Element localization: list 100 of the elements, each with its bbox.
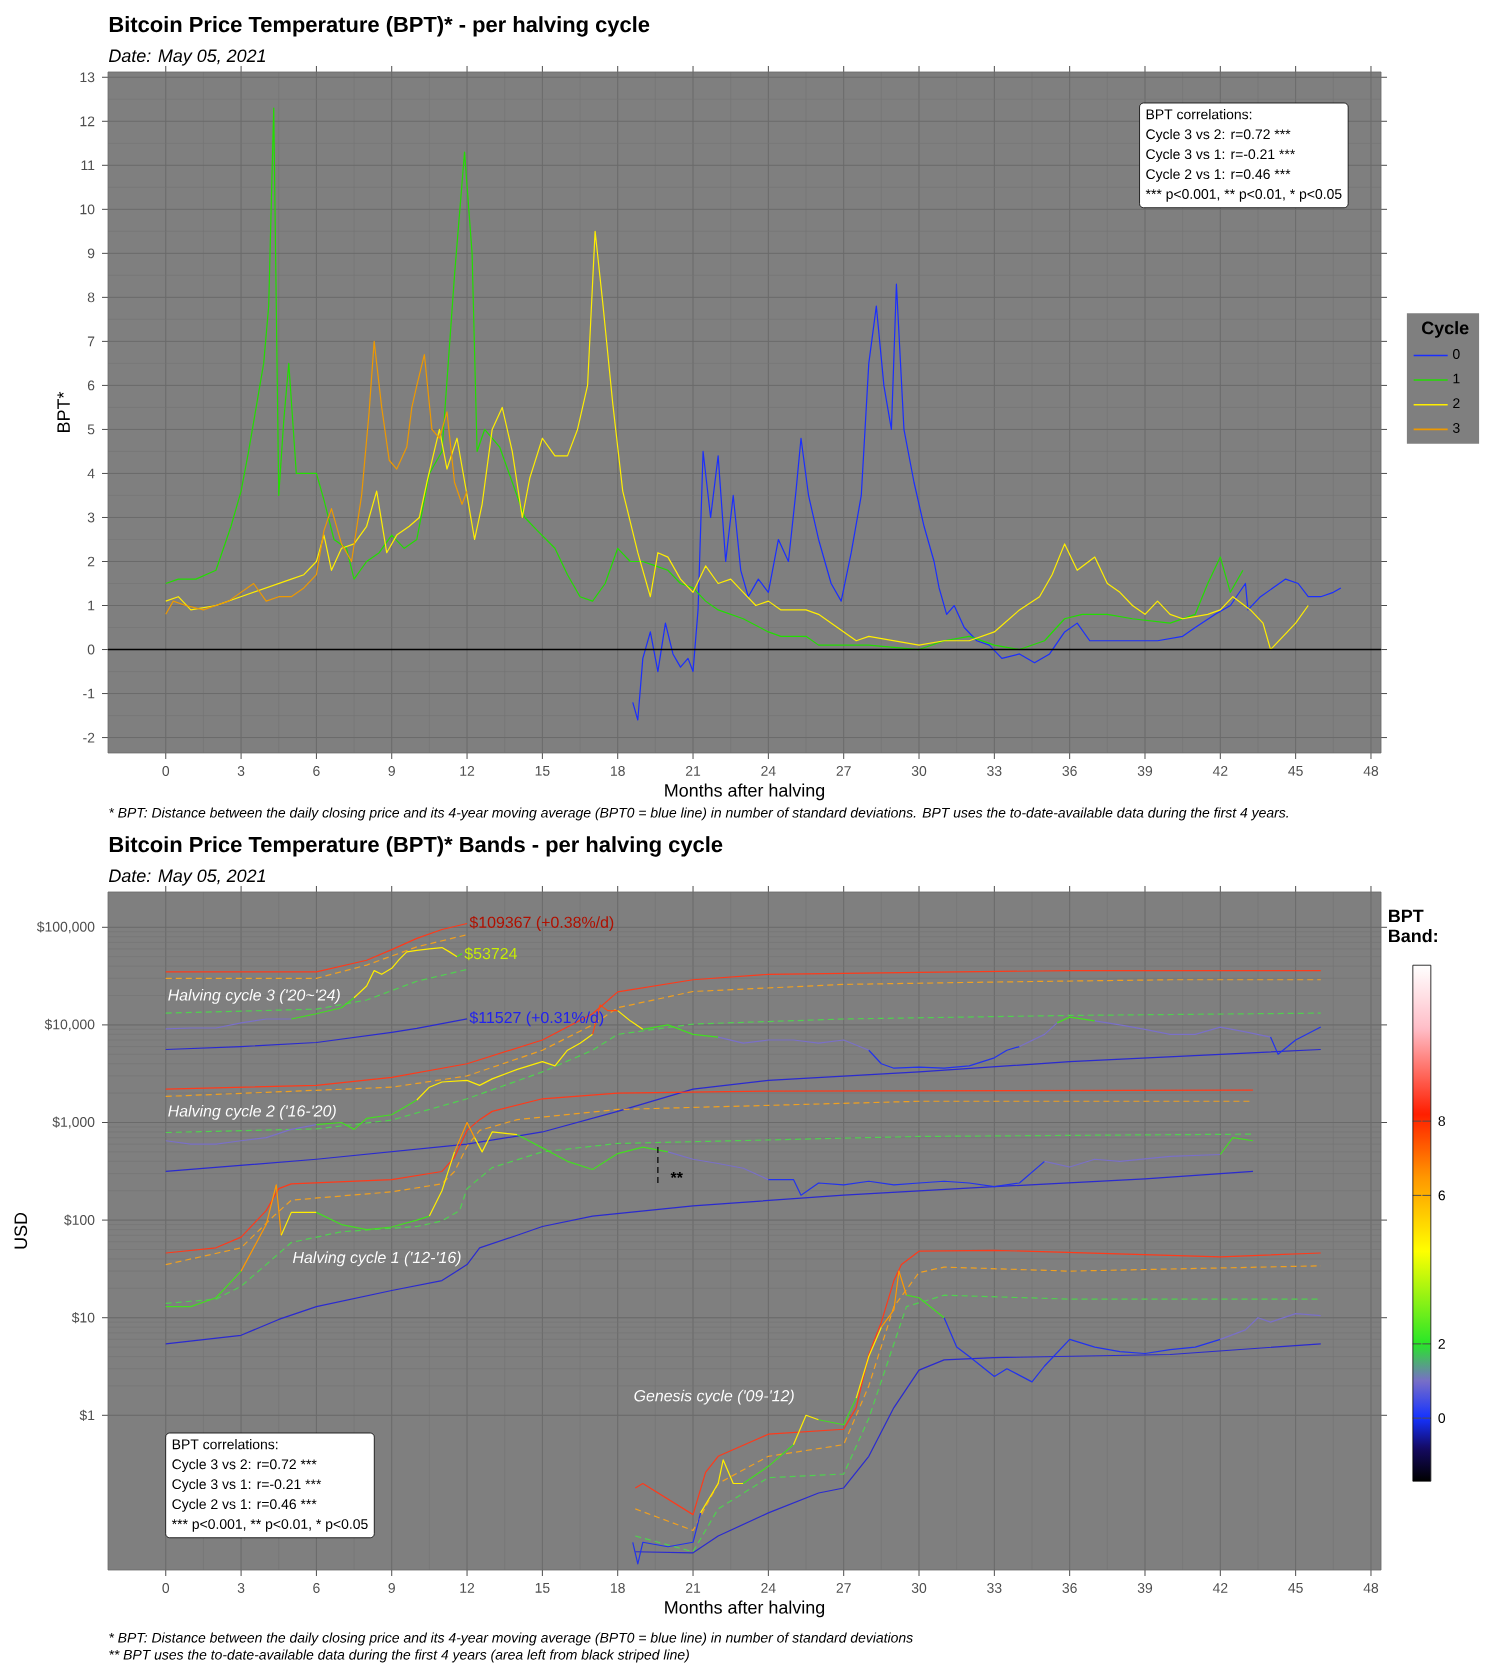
y-tick-label: 12	[80, 116, 95, 127]
x-tick-label: 27	[836, 1583, 851, 1593]
x-tick-label: 6	[313, 1583, 320, 1593]
line-series	[667, 1151, 769, 1181]
y-tick-label: -2	[83, 732, 95, 743]
line-series	[1094, 1020, 1272, 1038]
y-tick-label: 8	[87, 292, 95, 303]
line-series	[868, 1045, 1021, 1069]
x-tick-label: 45	[1288, 766, 1303, 776]
annotation: **	[670, 1171, 683, 1178]
text: ** BPT uses the to-date-available data during the first 4 years (area left from black striped line)	[109, 1649, 689, 1663]
line-series	[943, 1317, 1221, 1383]
line-series	[240, 1184, 282, 1272]
line-series	[165, 1124, 318, 1145]
line-series	[165, 1170, 1254, 1345]
x-tick-label: 18	[611, 1583, 625, 1593]
color-bar-label: 8	[1438, 1116, 1446, 1127]
x-tick-label: 12	[460, 766, 475, 776]
text: * BPT: Distance between the daily closing price and its 4-year moving average (BPT0 = blue line) in number of standard deviations	[109, 1632, 913, 1646]
line-series	[634, 1343, 1322, 1554]
x-tick-label: 21	[685, 1583, 701, 1593]
legend-label: 0	[1452, 349, 1460, 359]
x-tick-label: 0	[162, 1583, 170, 1593]
y-tick-label: -1	[83, 688, 95, 699]
chart-subtitle: Date: May 05, 2021	[108, 49, 266, 66]
x-tick-label: 45	[1288, 1583, 1303, 1593]
legend-label: 1	[1453, 373, 1460, 384]
y-tick-label: 10	[80, 204, 95, 215]
annotation: Halving cycle 2 ('16-'20)	[168, 1104, 336, 1120]
annotation: Halving cycle 3 ('20~'24)	[168, 988, 340, 1004]
y-tick-label: 13	[80, 72, 95, 83]
chart-subtitle: Date: May 05, 2021	[108, 869, 266, 886]
annotation: Cycle 3 vs 1: r=-0.21 ***	[172, 1478, 322, 1492]
annotation: Genesis cycle ('09-'12)	[634, 1389, 794, 1405]
x-tick-label: 6	[313, 766, 320, 776]
line-series	[353, 946, 458, 999]
y-tick-label: 6	[87, 380, 95, 391]
annotation: Cycle 3 vs 1: r=-0.21 ***	[1146, 148, 1296, 162]
line-series	[632, 1512, 702, 1565]
x-tick-label: 39	[1137, 1583, 1153, 1593]
x-tick-label: 24	[761, 766, 776, 776]
y-tick-label: $1,000	[52, 1116, 95, 1129]
x-axis-title: Months after halving	[665, 1600, 825, 1618]
line-series	[1269, 1026, 1322, 1055]
color-bar-label: 0	[1438, 1413, 1446, 1424]
line-series	[1219, 1313, 1322, 1340]
x-tick-label: 33	[987, 1583, 1002, 1593]
chart-title: Bitcoin Price Temperature (BPT)* - per halving cycle	[109, 16, 650, 37]
y-tick-label: $100,000	[36, 921, 95, 934]
line-series	[767, 1160, 1046, 1196]
y-tick-label: $100	[64, 1214, 95, 1226]
x-tick-label: 15	[535, 766, 550, 776]
x-tick-label: 24	[761, 1583, 776, 1593]
y-axis-title: USD	[14, 1212, 28, 1249]
line-series	[165, 968, 468, 1014]
x-tick-label: 30	[911, 1583, 927, 1593]
y-tick-label: 0	[87, 644, 95, 655]
annotation: Cycle 3 vs 2: r=0.72 ***	[172, 1458, 317, 1472]
y-tick-label: 4	[87, 468, 95, 479]
line-series	[642, 1024, 719, 1038]
line-series	[717, 1036, 870, 1051]
color-bar-title: BPT Band:	[1389, 909, 1437, 943]
x-tick-label: 48	[1363, 1583, 1379, 1593]
y-tick-label: 3	[87, 512, 95, 523]
line-series	[315, 1211, 430, 1231]
x-tick-label: 48	[1363, 766, 1379, 776]
x-tick-label: 3	[237, 766, 245, 776]
y-tick-label: $1	[79, 1409, 95, 1421]
annotation: Cycle 2 vs 1: r=0.46 ***	[172, 1498, 317, 1512]
annotation: BPT correlations:	[172, 1439, 278, 1450]
annotation: *** p<0.001, ** p<0.01, * p<0.05	[1145, 189, 1342, 202]
x-tick-label: 9	[388, 766, 395, 776]
x-tick-label: 21	[685, 766, 701, 776]
x-tick-label: 36	[1062, 766, 1077, 776]
line-series	[1043, 1153, 1221, 1168]
legend-title: Cycle	[1422, 321, 1469, 338]
line-series	[516, 1134, 669, 1171]
x-tick-label: 15	[535, 1583, 550, 1593]
x-tick-label: 33	[987, 766, 1002, 776]
y-tick-label: 9	[87, 248, 95, 259]
line-series	[165, 1012, 1322, 1134]
annotation: Cycle 3 vs 2: r=0.72 ***	[1146, 128, 1291, 142]
y-tick-label: 11	[81, 160, 95, 171]
x-tick-label: 12	[460, 1583, 475, 1593]
y-tick-label: 5	[87, 424, 95, 435]
y-tick-label: 7	[87, 336, 95, 347]
y-axis-title: BPT*	[57, 391, 70, 432]
legend-label: 3	[1452, 423, 1460, 433]
annotation: Cycle 2 vs 1: r=0.46 ***	[1146, 168, 1291, 182]
x-tick-label: 42	[1212, 766, 1228, 776]
color-bar-label: 6	[1438, 1190, 1445, 1201]
annotation: $53724	[464, 947, 518, 961]
x-axis-title: Months after halving	[665, 783, 825, 801]
x-tick-label: 36	[1062, 1583, 1077, 1593]
y-tick-label: $10	[71, 1312, 95, 1324]
line-series	[416, 1033, 594, 1101]
line-series	[165, 1018, 292, 1030]
y-tick-label: $10,000	[44, 1018, 95, 1031]
x-tick-label: 3	[237, 1583, 245, 1593]
x-tick-label: 39	[1137, 766, 1153, 776]
